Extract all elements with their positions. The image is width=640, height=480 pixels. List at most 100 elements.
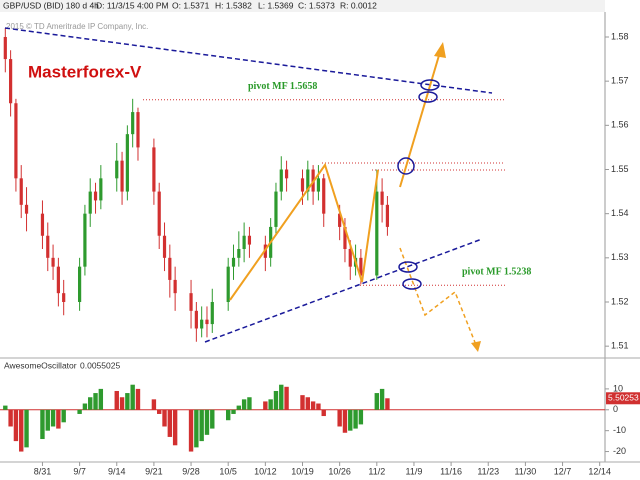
oscillator-bar xyxy=(172,409,178,446)
candle-body xyxy=(189,293,193,311)
candle-body xyxy=(194,310,198,329)
oscillator-bar xyxy=(353,409,358,429)
forecast-dashed xyxy=(399,247,477,346)
oscillator-bar xyxy=(88,397,93,410)
candle-body xyxy=(136,112,140,148)
candle-body xyxy=(14,103,18,179)
oscillator-bar xyxy=(279,384,284,410)
oscillator-bar xyxy=(162,409,167,427)
candle-body xyxy=(9,59,13,104)
oscillator-bar xyxy=(151,399,157,410)
header-bar xyxy=(0,0,605,12)
oscillator-bar xyxy=(199,409,204,442)
x-tick-label: 11/30 xyxy=(514,466,536,476)
candle-body xyxy=(226,266,230,302)
y-tick-label: -20 xyxy=(613,446,626,456)
open: O: 1.5371 xyxy=(172,0,210,10)
oscillator-bar xyxy=(204,409,210,435)
candle-body xyxy=(46,235,50,258)
y-tick-label: 1.55 xyxy=(611,164,629,174)
y-tick-label: 1.53 xyxy=(611,252,629,262)
candle-body xyxy=(19,178,23,205)
oscillator-bar xyxy=(119,397,125,410)
date: D: 11/3/15 4:00 PM xyxy=(96,0,169,10)
x-tick-label: 11/23 xyxy=(477,466,499,476)
oscillator-bar xyxy=(114,390,119,410)
candle-body xyxy=(279,169,283,192)
candle-body xyxy=(120,160,124,192)
oscillator-bar xyxy=(316,403,321,410)
candle-body xyxy=(348,248,352,267)
oscillator-bar xyxy=(321,409,326,417)
oscillator-bar xyxy=(61,409,66,423)
y-tick-label: 1.56 xyxy=(611,120,629,130)
oscillator-bar xyxy=(188,409,194,452)
forecast-arrow xyxy=(399,51,441,188)
x-tick-label: 11/9 xyxy=(406,466,423,476)
marker-ellipse xyxy=(420,79,440,91)
symbol: GBP/USD (BID) 180 d 4h xyxy=(3,0,99,10)
candle-body xyxy=(300,178,305,192)
candle-body xyxy=(157,191,161,236)
oscillator-bar xyxy=(130,384,135,410)
candle-body xyxy=(380,191,384,205)
x-tick-label: 11/2 xyxy=(368,466,385,476)
candle-body xyxy=(3,36,7,60)
oscillator-bar xyxy=(247,397,252,410)
oscillator-bar xyxy=(337,409,342,427)
candle-body xyxy=(83,213,87,267)
candle-body xyxy=(152,147,156,192)
marker-ellipse xyxy=(402,278,422,290)
oscillator-bar xyxy=(194,409,199,448)
x-tick-label: 9/14 xyxy=(108,466,126,476)
oscillator-bar xyxy=(231,409,236,414)
oscillator-bar xyxy=(310,401,316,410)
candle-body xyxy=(62,293,66,302)
candle-body xyxy=(131,112,135,135)
y-tick-label: 0 xyxy=(613,404,618,414)
x-tick-label: 12/14 xyxy=(588,466,611,476)
oscillator-bar xyxy=(374,393,379,410)
range: R: 0.0012 xyxy=(340,0,377,10)
oscillator-bar xyxy=(8,409,13,427)
oscillator-bar xyxy=(157,409,162,414)
candle-body xyxy=(306,169,310,192)
chart-title: Masterforex-V xyxy=(28,62,142,81)
oscillator-bar xyxy=(273,390,279,410)
candle-body xyxy=(210,301,214,325)
x-tick-label: 10/26 xyxy=(328,466,351,476)
x-tick-label: 10/5 xyxy=(219,466,237,476)
candle-body xyxy=(284,169,289,179)
candle-body xyxy=(125,134,129,192)
candle-body xyxy=(274,191,278,227)
candle-body xyxy=(88,191,92,214)
oscillator-bar xyxy=(50,409,56,427)
y-tick-label: 1.51 xyxy=(611,341,629,351)
candle-body xyxy=(338,213,342,227)
oscillator-bar xyxy=(19,409,24,452)
oscillator-bar xyxy=(342,409,348,433)
candle-body xyxy=(173,279,177,294)
y-tick-label: 1.54 xyxy=(611,208,629,218)
y-tick-label: 1.57 xyxy=(611,76,629,86)
candle-body xyxy=(231,257,236,267)
trend-line xyxy=(204,238,483,343)
candle-body xyxy=(316,178,321,192)
candle-body xyxy=(56,266,60,294)
oscillator-bar xyxy=(45,409,50,431)
oscillator-bar xyxy=(82,403,88,410)
y-tick-label: 1.58 xyxy=(611,31,629,41)
oscillator-title: AwesomeOscillator xyxy=(4,360,77,370)
x-tick-label: 9/28 xyxy=(182,466,200,476)
candle-body xyxy=(168,257,172,280)
oscillator-bar xyxy=(56,409,61,429)
candle-body xyxy=(200,319,204,329)
oscillator-bar xyxy=(284,386,289,410)
x-tick-label: 9/21 xyxy=(145,466,163,476)
drawings xyxy=(4,27,505,352)
candle-body xyxy=(78,266,82,302)
oscillator-bar xyxy=(13,409,19,442)
oscillator-bar xyxy=(210,409,215,429)
